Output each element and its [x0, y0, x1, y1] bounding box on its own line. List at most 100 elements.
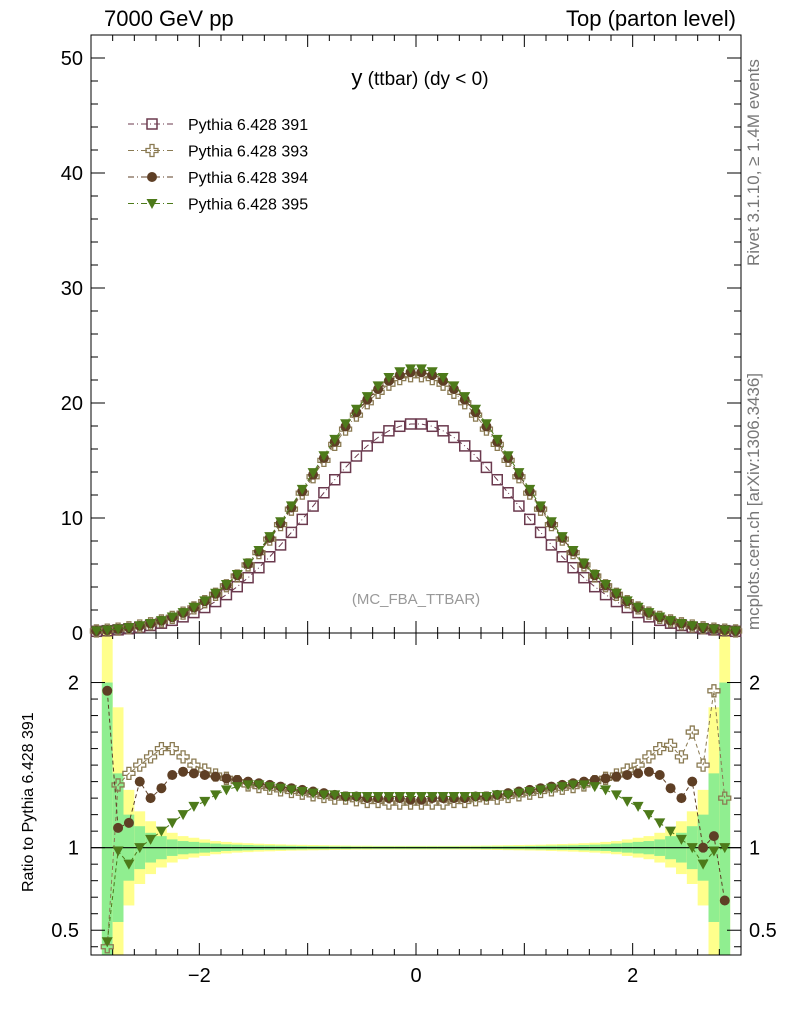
- data-point: [567, 545, 579, 556]
- ratio-point: [134, 776, 145, 787]
- ratio-series-line: [106, 690, 726, 947]
- ratio-point: [415, 791, 427, 802]
- ratio-y-tick-label: 0.5: [749, 920, 777, 942]
- ratio-point: [102, 685, 113, 696]
- data-point: [318, 451, 330, 462]
- ratio-point: [513, 788, 525, 799]
- data-point: [285, 526, 298, 539]
- data-point: [426, 367, 438, 378]
- data-point: [231, 580, 243, 593]
- ratio-point: [654, 770, 665, 781]
- ratio-point: [653, 741, 667, 756]
- ratio-point: [643, 810, 655, 821]
- data-point: [730, 626, 742, 637]
- header-right: Top (parton level): [566, 6, 736, 31]
- ratio-point: [210, 771, 221, 782]
- data-point: [654, 612, 666, 623]
- ratio-point: [600, 785, 612, 796]
- data-point: [329, 473, 341, 486]
- data-point: [545, 517, 557, 528]
- ratio-point: [188, 801, 200, 812]
- data-point: [534, 526, 547, 539]
- ratio-point: [221, 773, 232, 784]
- legend-entry: Pythia 6.428 393: [188, 144, 308, 161]
- ratio-point: [264, 782, 276, 793]
- ratio-point: [535, 785, 547, 796]
- ratio-point: [633, 768, 644, 779]
- data-point: [394, 367, 406, 378]
- data-point: [101, 625, 113, 636]
- y-tick-label: 10: [61, 508, 83, 530]
- data-point: [719, 625, 731, 636]
- ratio-y-tick-label: 0.5: [51, 920, 79, 942]
- ratio-point: [405, 791, 417, 802]
- data-point: [632, 602, 644, 613]
- series-line: [96, 371, 736, 632]
- ratio-series-line: [106, 690, 726, 901]
- ratio-point: [155, 826, 167, 837]
- ratio-point: [448, 791, 460, 802]
- legend-marker: [146, 199, 158, 209]
- ratio-point: [111, 778, 125, 792]
- data-point: [188, 602, 200, 613]
- data-point: [686, 621, 698, 632]
- data-point: [383, 425, 395, 437]
- data-point: [665, 616, 677, 627]
- data-point: [210, 588, 222, 599]
- ratio-point: [686, 843, 698, 854]
- data-point: [145, 618, 157, 629]
- x-tick-label: 0: [410, 965, 421, 987]
- ratio-point: [611, 771, 622, 782]
- data-point: [610, 588, 622, 599]
- data-point: [296, 484, 308, 495]
- data-point: [253, 561, 265, 574]
- data-point: [448, 431, 460, 444]
- data-point: [383, 373, 395, 384]
- x-tick-label: 2: [627, 965, 638, 987]
- ratio-point: [285, 785, 297, 796]
- data-point: [491, 434, 503, 445]
- data-point: [524, 484, 536, 495]
- ratio-point: [199, 796, 211, 807]
- data-point: [199, 596, 211, 607]
- data-point: [708, 624, 720, 635]
- data-point: [372, 431, 384, 444]
- legend-marker: [145, 143, 159, 158]
- analysis-watermark: (MC_FBA_TTBAR): [352, 591, 480, 608]
- ratio-point: [199, 770, 210, 781]
- ratio-point: [188, 768, 199, 779]
- ratio-point: [665, 826, 677, 837]
- data-point: [426, 420, 438, 433]
- data-point: [307, 468, 319, 479]
- ratio-point: [663, 738, 678, 752]
- data-point: [556, 550, 568, 563]
- ratio-point: [113, 822, 124, 833]
- data-point: [242, 558, 254, 569]
- ratio-point: [133, 758, 147, 772]
- ratio-y-tick-label: 1: [68, 838, 79, 860]
- ratio-point: [621, 796, 633, 807]
- data-point: [372, 381, 384, 392]
- data-point: [285, 501, 297, 512]
- data-point: [459, 440, 471, 452]
- ratio-point: [394, 791, 406, 802]
- ratio-point: [123, 859, 135, 870]
- legend-entry: Pythia 6.428 391: [188, 117, 308, 134]
- data-point: [643, 608, 655, 619]
- ratio-point: [685, 725, 699, 739]
- data-point: [264, 532, 276, 543]
- ratio-point: [329, 790, 341, 801]
- data-point: [513, 500, 525, 512]
- ratio-point: [708, 846, 720, 857]
- ratio-point: [165, 741, 179, 756]
- ratio-point: [676, 793, 687, 804]
- data-point: [524, 513, 536, 526]
- ratio-frame: [90, 632, 742, 956]
- ratio-point: [112, 846, 124, 857]
- y-tick-label: 30: [61, 278, 83, 300]
- ratio-point: [632, 801, 644, 812]
- data-point: [166, 612, 178, 623]
- data-point: [415, 364, 427, 375]
- ratio-point: [178, 766, 189, 777]
